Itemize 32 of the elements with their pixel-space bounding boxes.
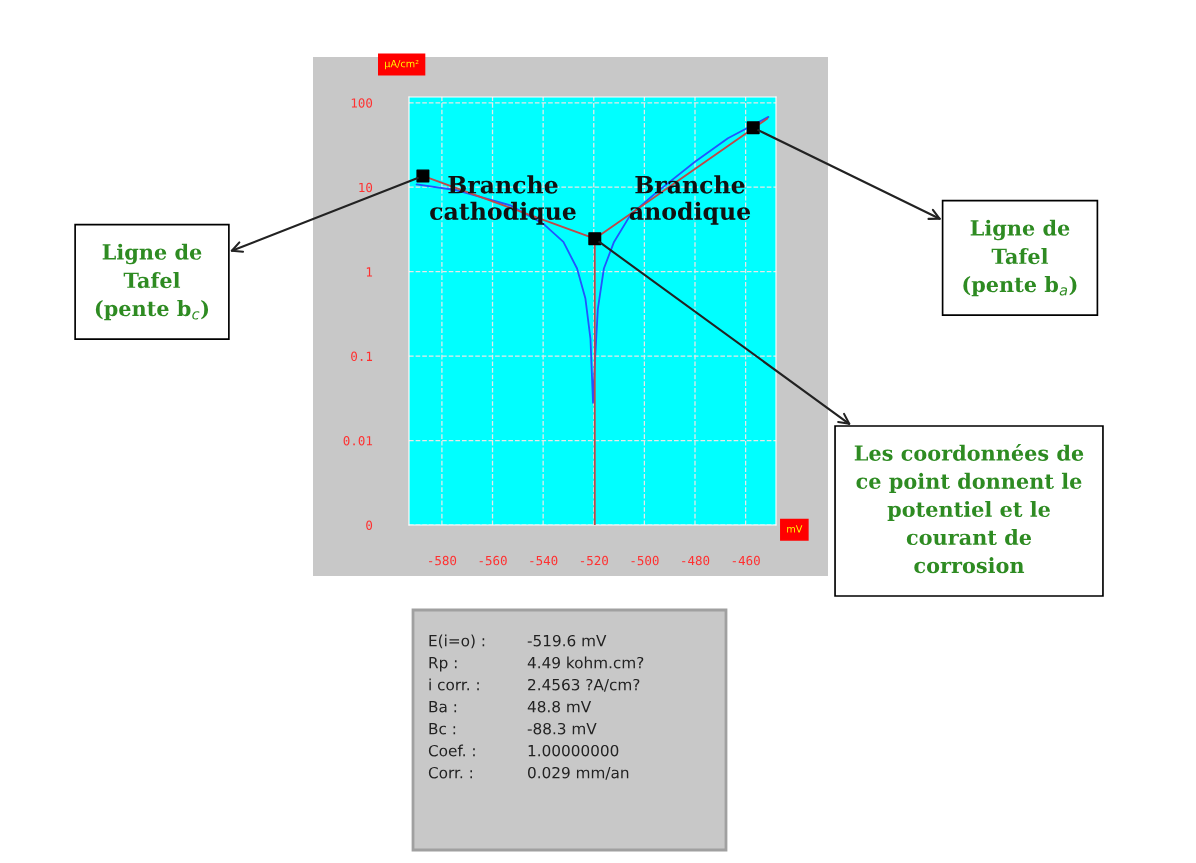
text: 0.029 mm/an bbox=[528, 766, 629, 780]
text: 48.8 mV bbox=[527, 700, 592, 713]
text: Rp : bbox=[429, 657, 457, 672]
text: Coef. : bbox=[428, 744, 475, 757]
text: -88.3 mV bbox=[527, 722, 597, 735]
y-axis-title: µA/cm² bbox=[385, 59, 419, 70]
x-tick-label: -580 bbox=[429, 555, 457, 566]
text: Ba : bbox=[429, 701, 457, 713]
text: Bc : bbox=[429, 723, 456, 735]
x-tick-label: -520 bbox=[580, 555, 609, 566]
text: E(i=o) : bbox=[429, 634, 485, 649]
text: Corr. : bbox=[428, 766, 472, 779]
y-tick-label: 1 bbox=[366, 267, 373, 277]
x-tick-label: -480 bbox=[682, 555, 710, 566]
y-tick-label: 100 bbox=[351, 98, 373, 108]
y-tick-label: 0.01 bbox=[343, 436, 373, 446]
x-tick-label: -560 bbox=[479, 555, 507, 566]
x-tick-label: -500 bbox=[631, 555, 659, 566]
text: i corr. : bbox=[429, 678, 479, 691]
annotation: Les coordonnées de ce point donnent le potentiel et le courant de corrosion bbox=[854, 443, 1084, 574]
text: 1.00000000 bbox=[528, 744, 619, 757]
x-tick-label: -460 bbox=[732, 555, 760, 566]
text: 2.4563 ?A/cm? bbox=[528, 678, 640, 692]
text: 4.49 kohm.cm? bbox=[527, 656, 644, 669]
y-tick-label: 0.1 bbox=[351, 351, 373, 362]
annotation: Ligne de Tafel (pente b$_{a}$) bbox=[963, 219, 1077, 297]
y-tick-label: 0 bbox=[366, 520, 373, 530]
x-tick-label: -540 bbox=[530, 555, 558, 566]
text: -519.6 mV bbox=[527, 634, 607, 647]
annotation: Ligne de Tafel (pente b$_{c}$) bbox=[95, 243, 209, 321]
y-tick-label: 10 bbox=[359, 182, 373, 193]
x-axis-title: mV bbox=[787, 525, 803, 533]
